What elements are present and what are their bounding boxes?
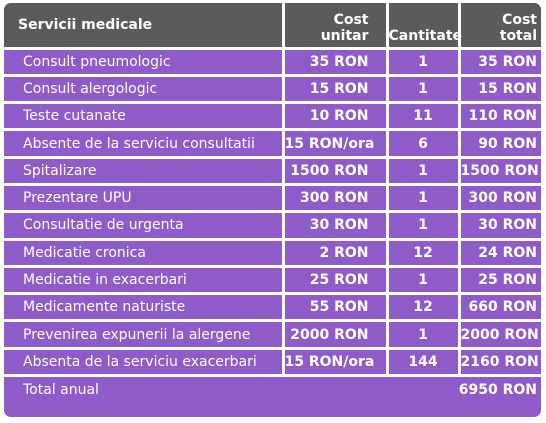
cell-unit-cost: 2000 RON: [283, 320, 389, 350]
medical-costs-table: Servicii medicale Cost unitar Cantitate …: [4, 3, 541, 378]
cell-total: 24 RON: [459, 239, 541, 268]
header-unit-cost-line1: Cost: [333, 11, 369, 28]
header-total-cost-line1: Cost: [502, 11, 537, 28]
cell-total: 25 RON: [459, 266, 541, 296]
cell-total: 30 RON: [459, 211, 541, 241]
cell-service: Medicatie in exacerbari: [4, 266, 285, 296]
table-row: Consult pneumologic 35 RON 1 35 RON: [4, 48, 541, 77]
header-total-cost: Cost total: [459, 3, 541, 50]
table-footer: Total anual 6950 RON: [4, 375, 541, 411]
cell-service: Spitalizare: [4, 157, 285, 187]
header-service: Servicii medicale: [4, 3, 285, 50]
table-row: Medicamente naturiste 55 RON 12 660 RON: [4, 293, 541, 323]
cell-total: 660 RON: [459, 293, 541, 323]
cell-quantity: 1: [387, 320, 461, 350]
table-row: Medicatie in exacerbari 25 RON 1 25 RON: [4, 266, 541, 296]
cell-quantity: 12: [387, 293, 461, 323]
header-unit-cost-line2: unitar: [320, 27, 369, 44]
cell-quantity: 11: [387, 102, 461, 132]
cell-quantity: 144: [387, 348, 461, 378]
cell-service: Consult pneumologic: [4, 48, 285, 77]
cell-unit-cost: 1500 RON: [283, 157, 389, 187]
table-body: Consult pneumologic 35 RON 1 35 RON Consult …: [4, 48, 541, 378]
table-row: Prezentare UPU 300 RON 1 300 RON: [4, 184, 541, 214]
cell-service: Prevenirea expunerii la alergene: [4, 320, 285, 350]
cell-total: 15 RON: [459, 75, 541, 105]
header-quantity: Cantitate: [387, 3, 462, 50]
cell-quantity: 1: [387, 48, 461, 77]
header-unit-cost: Cost unitar: [283, 3, 389, 50]
cell-unit-cost: 10 RON: [283, 102, 389, 132]
table-row: Teste cutanate 10 RON 11 110 RON: [4, 102, 541, 132]
cell-unit-cost: 15 RON/ora: [283, 348, 389, 378]
table-row: Consultatie de urgenta 30 RON 1 30 RON: [4, 211, 541, 241]
cell-quantity: 1: [387, 75, 461, 105]
cell-unit-cost: 2 RON: [283, 239, 389, 268]
cell-quantity: 6: [387, 129, 461, 159]
cell-unit-cost: 15 RON: [283, 75, 389, 105]
table-header-row: Servicii medicale Cost unitar Cantitate …: [4, 3, 541, 50]
total-annual-label: Total anual: [23, 382, 99, 398]
table-row: Absenta de la serviciu exacerbari 15 RON/…: [4, 348, 541, 378]
cell-total: 90 RON: [459, 129, 541, 159]
cell-total: 110 RON: [459, 102, 541, 132]
table-row: Spitalizare 1500 RON 1 1500 RON: [4, 157, 541, 187]
cell-quantity: 12: [387, 239, 461, 268]
table-row: Absente de la serviciu consultatii 15 RON…: [4, 129, 541, 159]
cell-service: Medicamente naturiste: [4, 293, 285, 323]
cost-table-card: Servicii medicale Cost unitar Cantitate …: [4, 3, 541, 417]
cell-total: 2160 RON: [459, 348, 541, 378]
cell-service: Absente de la serviciu consultatii: [4, 129, 285, 159]
cell-total: 1500 RON: [459, 157, 541, 187]
cell-unit-cost: 35 RON: [283, 48, 389, 77]
cell-total: 35 RON: [459, 48, 541, 77]
cell-unit-cost: 55 RON: [283, 293, 389, 323]
cell-service: Teste cutanate: [4, 102, 285, 132]
cell-total: 2000 RON: [459, 320, 541, 350]
cell-unit-cost: 25 RON: [283, 266, 389, 296]
cell-unit-cost: 300 RON: [283, 184, 389, 214]
cell-quantity: 1: [387, 157, 461, 187]
cell-quantity: 1: [387, 184, 461, 214]
cell-quantity: 1: [387, 211, 461, 241]
table-row: Medicatie cronica 2 RON 12 24 RON: [4, 239, 541, 268]
cell-unit-cost: 30 RON: [283, 211, 389, 241]
cell-unit-cost: 15 RON/ora: [283, 129, 389, 159]
table-row: Prevenirea expunerii la alergene 2000 RON…: [4, 320, 541, 350]
cell-service: Prezentare UPU: [4, 184, 285, 214]
cell-total: 300 RON: [459, 184, 541, 214]
cell-service: Absenta de la serviciu exacerbari: [4, 348, 285, 378]
cell-quantity: 1: [387, 266, 461, 296]
cell-service: Consult alergologic: [4, 75, 285, 105]
cell-service: Consultatie de urgenta: [4, 211, 285, 241]
total-annual-value: 6950 RON: [458, 382, 537, 398]
header-total-cost-line2: total: [499, 27, 537, 44]
cell-service: Medicatie cronica: [4, 239, 285, 268]
table-row: Consult alergologic 15 RON 1 15 RON: [4, 75, 541, 105]
